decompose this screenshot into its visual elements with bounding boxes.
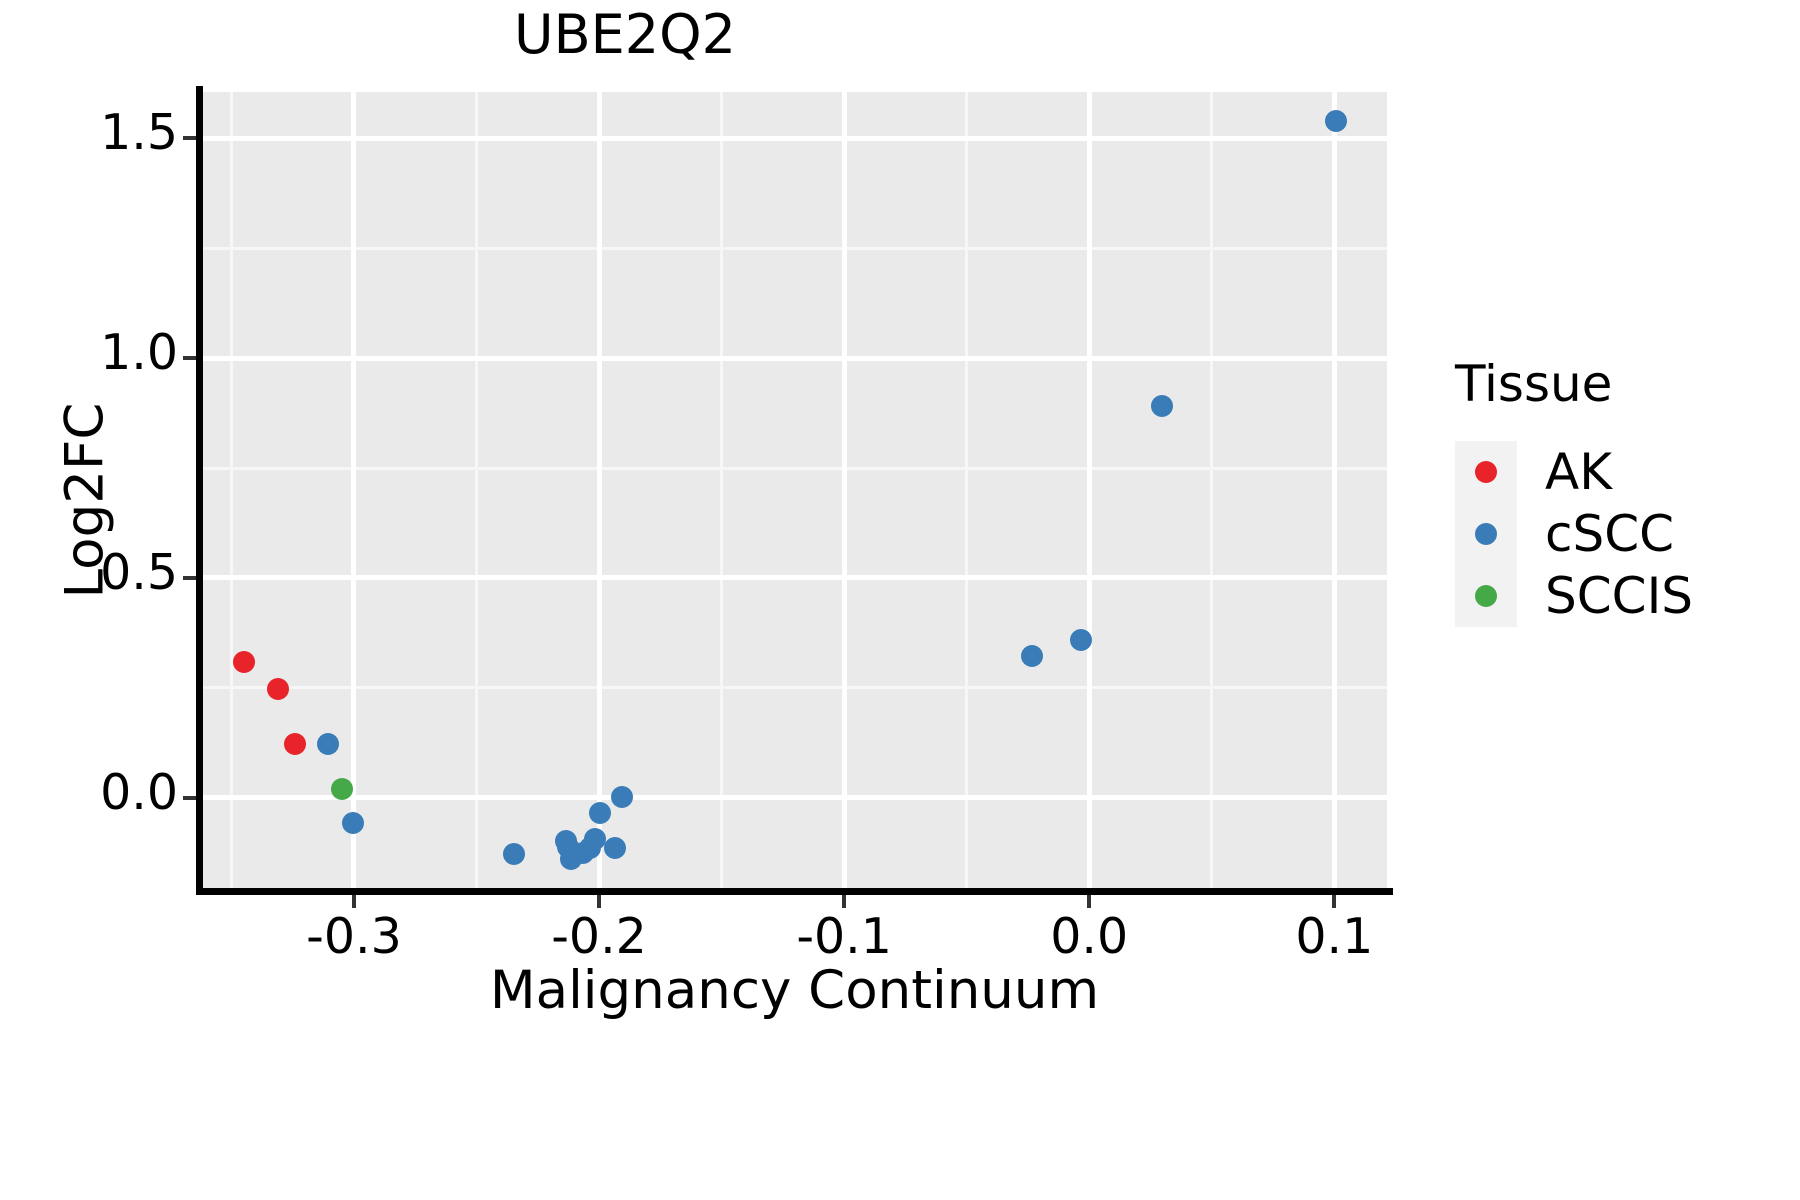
legend: Tissue AK cSCC SCCIS: [1455, 355, 1693, 627]
legend-title: Tissue: [1455, 355, 1613, 413]
gridline: [720, 92, 724, 888]
gridline: [965, 92, 969, 888]
scatter-point: [603, 836, 626, 859]
legend-item-sccis[interactable]: SCCIS: [1455, 565, 1693, 627]
y-tick-label: 0.5: [100, 543, 178, 601]
gridline: [202, 246, 1387, 250]
gridline: [229, 92, 233, 888]
y-tick: [183, 356, 196, 361]
scatter-point: [330, 778, 353, 801]
y-axis-line: [196, 86, 203, 895]
gridline: [351, 92, 357, 888]
x-axis-title: Malignancy Continuum: [489, 960, 1100, 1021]
scatter-point: [1069, 629, 1092, 652]
x-tick: [351, 895, 356, 908]
legend-dot-icon: [1475, 461, 1497, 483]
y-tick: [183, 136, 196, 141]
x-tick: [1087, 895, 1092, 908]
y-tick: [183, 795, 196, 800]
legend-dot-icon: [1475, 523, 1497, 545]
gridline: [202, 135, 1387, 141]
y-tick-label: 0.0: [100, 763, 178, 821]
y-tick: [183, 575, 196, 580]
scatter-point: [317, 733, 340, 756]
gridline: [202, 466, 1387, 470]
gridline: [1331, 92, 1337, 888]
x-tick: [597, 895, 602, 908]
gridline: [474, 92, 478, 888]
x-tick-label: -0.3: [306, 908, 402, 965]
scatter-point: [284, 733, 307, 756]
x-axis-line: [196, 888, 1393, 895]
plot-panel: [202, 92, 1387, 888]
legend-item-cscc[interactable]: cSCC: [1455, 503, 1693, 565]
gridline: [1086, 92, 1092, 888]
x-tick-label: -0.2: [551, 908, 647, 965]
gridline: [202, 795, 1387, 801]
y-axis-title: Log2FC: [54, 402, 116, 599]
gridline: [202, 355, 1387, 361]
legend-dot-icon: [1475, 585, 1497, 607]
x-tick-label: -0.1: [796, 908, 892, 965]
y-tick-label: 1.5: [100, 104, 178, 162]
scatter-point: [1150, 395, 1173, 418]
legend-key-swatch: [1455, 565, 1517, 627]
gridline: [202, 686, 1387, 690]
x-tick-label: 0.1: [1295, 908, 1374, 965]
scatter-point: [589, 802, 612, 825]
page-title: UBE2Q2: [514, 3, 736, 66]
scatter-point: [232, 650, 255, 673]
scatter-point: [584, 827, 607, 850]
scatter-point: [611, 785, 634, 808]
gridline: [841, 92, 847, 888]
scatter-point: [503, 842, 526, 865]
legend-item-label: cSCC: [1545, 505, 1675, 563]
scatter-point: [266, 677, 289, 700]
x-tick-label: 0.0: [1050, 908, 1129, 965]
legend-items: AK cSCC SCCIS: [1455, 441, 1693, 627]
legend-item-label: SCCIS: [1545, 567, 1694, 625]
scatter-point: [1020, 644, 1043, 667]
x-tick: [1332, 895, 1337, 908]
legend-key-swatch: [1455, 503, 1517, 565]
legend-item-label: AK: [1545, 443, 1612, 501]
scatter-point: [341, 812, 364, 835]
legend-key-swatch: [1455, 441, 1517, 503]
x-tick: [842, 895, 847, 908]
gridline: [1210, 92, 1214, 888]
gridline: [596, 92, 602, 888]
y-tick-label: 1.0: [100, 324, 178, 382]
gridline: [202, 575, 1387, 581]
legend-item-ak[interactable]: AK: [1455, 441, 1693, 503]
scatter-point: [1324, 110, 1347, 133]
